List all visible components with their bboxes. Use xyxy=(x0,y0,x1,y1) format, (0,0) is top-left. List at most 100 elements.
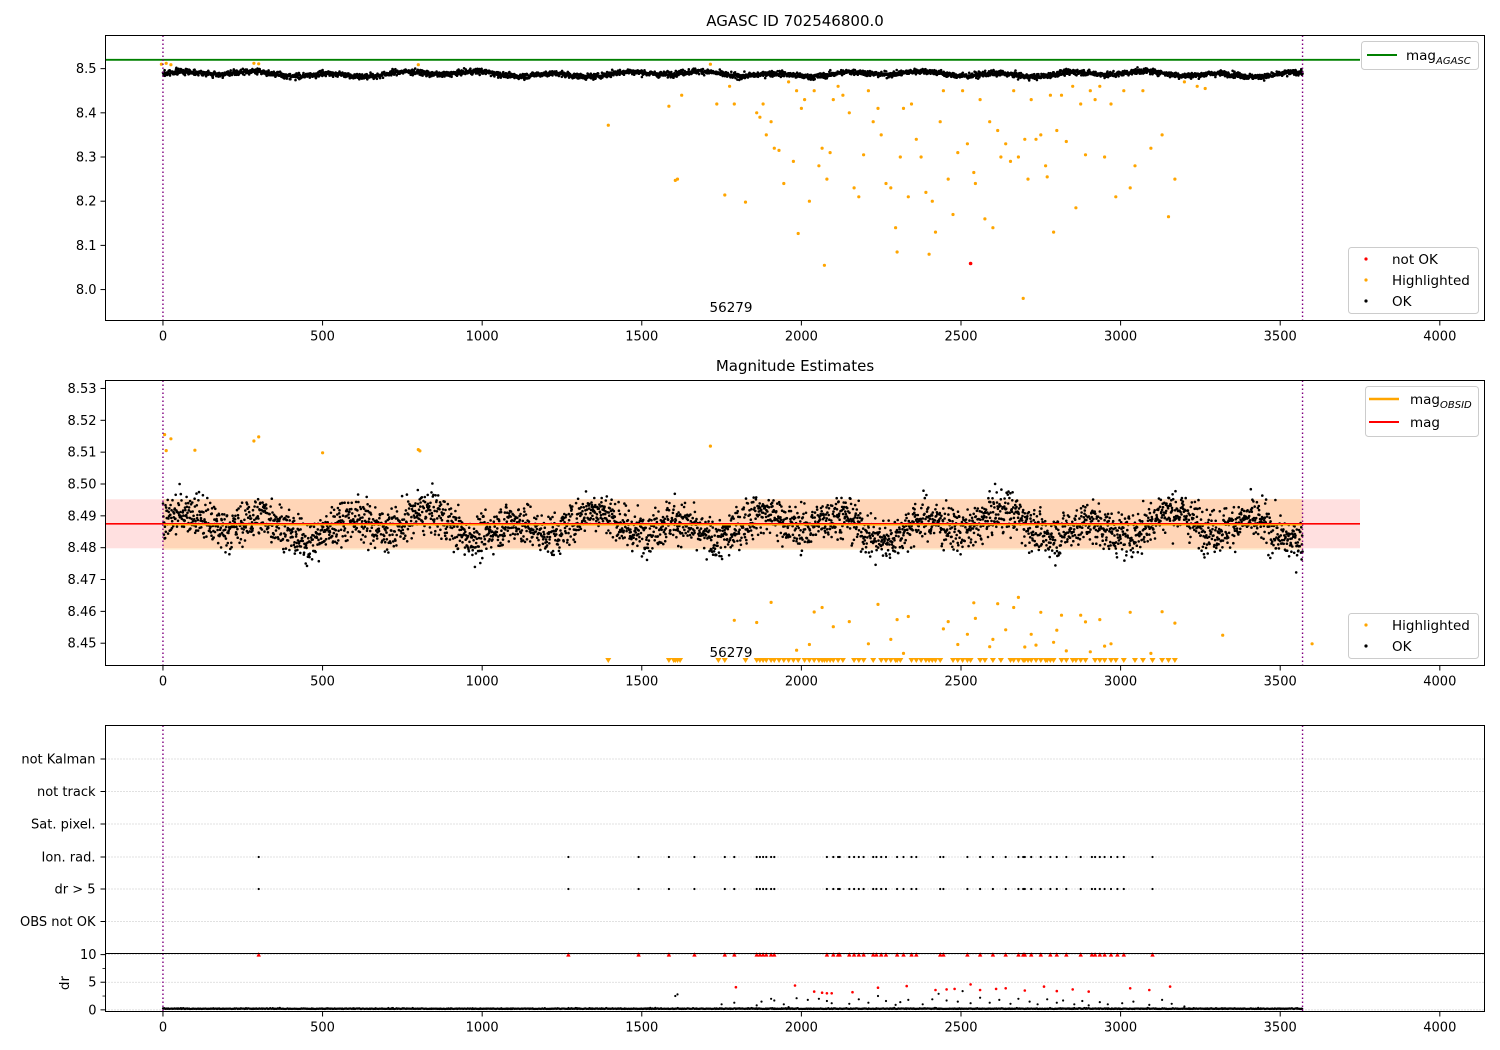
estimates-ok-point xyxy=(354,500,358,504)
agasc-highlighted-point xyxy=(924,190,928,194)
estimates-ok-point xyxy=(187,506,191,509)
estimates-ok-point xyxy=(200,526,203,529)
agasc-ok-point xyxy=(480,67,483,71)
estimates-ok-point xyxy=(365,529,369,533)
estimates-ok-point xyxy=(317,538,320,542)
estimates-ok-point xyxy=(341,514,345,517)
agasc-highlighted-point xyxy=(895,250,899,254)
estimates-ok-point xyxy=(254,501,257,504)
estimates-ok-point xyxy=(241,531,245,534)
estimates-ok-point xyxy=(184,508,187,512)
agasc-highlighted-point xyxy=(1122,89,1126,93)
agasc-x-tick-label: 2500 xyxy=(944,330,977,345)
estimates-ok-point xyxy=(458,539,462,543)
agasc-ok-point xyxy=(697,72,701,76)
estimates-ok-point xyxy=(545,544,549,547)
estimates-ok-point xyxy=(257,532,261,535)
agasc-highlighted-point xyxy=(769,120,773,124)
estimates-ok-point xyxy=(518,518,522,522)
estimates-ok-point xyxy=(249,517,253,520)
estimates-ok-point xyxy=(475,515,479,518)
estimates-ok-point xyxy=(332,508,336,512)
estimates-ok-point xyxy=(365,495,369,499)
estimates-ok-point xyxy=(488,538,491,541)
estimates-ok-point xyxy=(422,533,426,537)
agasc-ok-point xyxy=(806,73,809,76)
estimates-ok-point xyxy=(242,528,245,531)
estimates-ok-point xyxy=(441,508,445,511)
estimates-ok-point xyxy=(435,510,439,513)
agasc-highlighted-point xyxy=(1048,93,1052,97)
estimates-ok-point xyxy=(185,495,188,499)
estimates-ok-point xyxy=(270,497,274,501)
estimates-ok-point xyxy=(252,533,255,537)
estimates-ok-point xyxy=(282,550,286,554)
agasc-ok-point xyxy=(289,77,292,81)
estimates-ok-point xyxy=(528,540,532,543)
agasc-highlighted-point xyxy=(723,193,727,197)
agasc-ok-point xyxy=(939,68,943,72)
agasc-ok-point xyxy=(666,76,670,79)
agasc-ok-point xyxy=(421,74,424,77)
estimates-ok-point xyxy=(230,545,233,549)
estimates-ok-point xyxy=(378,516,381,520)
estimates-ok-point xyxy=(429,517,433,520)
estimates-ok-point xyxy=(479,561,482,565)
estimates-ok-point xyxy=(235,525,238,529)
agasc-highlighted-point xyxy=(1074,206,1078,210)
estimates-ok-point xyxy=(432,493,435,497)
agasc-highlighted-point xyxy=(803,98,807,102)
estimates-ok-point xyxy=(308,552,312,555)
agasc-highlighted-point xyxy=(1026,177,1030,181)
estimates-ok-point xyxy=(407,513,410,516)
agasc-x-tick-label: 4000 xyxy=(1423,330,1456,345)
estimates-ok-point xyxy=(228,552,231,556)
estimates-ok-point xyxy=(347,516,351,520)
estimates-ok-point xyxy=(455,543,459,547)
estimates-ok-point xyxy=(174,493,177,497)
agasc-ok-point xyxy=(1015,71,1018,75)
estimates-ok-point xyxy=(390,529,393,532)
agasc-ok-point xyxy=(267,69,270,72)
agasc-ok-points xyxy=(161,66,1304,82)
estimates-ok-point xyxy=(236,527,239,531)
agasc-highlighted-point xyxy=(1008,159,1013,163)
estimates-ok-point xyxy=(377,527,381,530)
estimates-ok-point xyxy=(284,533,287,537)
estimates-ok-point xyxy=(177,503,181,507)
estimates-ok-point xyxy=(188,499,192,503)
agasc-highlighted-point xyxy=(1093,98,1097,102)
agasc-highlighted-point xyxy=(956,151,960,155)
estimates-ok-point xyxy=(244,526,247,529)
agasc-highlighted-point xyxy=(1071,84,1075,88)
estimates-ok-point xyxy=(558,552,562,555)
estimates-ok-point xyxy=(330,505,334,509)
agasc-highlighted-point xyxy=(983,217,987,221)
estimates-ok-point xyxy=(456,525,459,528)
agasc-ok-point xyxy=(730,70,733,74)
estimates-ok-point xyxy=(385,548,389,551)
estimates-ok-point xyxy=(483,537,487,541)
estimates-ok-point xyxy=(225,544,228,547)
legend-line-main: mag xyxy=(1406,48,1436,64)
agasc-highlighted-point xyxy=(978,98,982,102)
agasc-ok-point xyxy=(829,68,832,72)
estimates-ok-point xyxy=(548,535,552,539)
estimates-ok-point xyxy=(464,530,467,534)
estimates-ok-point xyxy=(391,533,394,536)
estimates-ok-point xyxy=(161,502,165,505)
estimates-ok-point xyxy=(181,509,185,512)
estimates-ok-point xyxy=(174,533,178,536)
agasc-ok-point xyxy=(961,71,965,75)
agasc-highlighted-point xyxy=(772,146,776,150)
estimates-ok-point xyxy=(292,543,296,547)
estimates-ok-point xyxy=(202,510,205,514)
agasc-ok-point xyxy=(1117,74,1120,78)
estimates-ok-point xyxy=(175,525,179,528)
estimates-ok-point xyxy=(269,517,273,520)
estimates-ok-point xyxy=(281,537,285,541)
agasc-ok-point xyxy=(965,73,968,76)
estimates-ok-point xyxy=(480,512,483,515)
estimates-ok-point xyxy=(445,537,448,540)
agasc-highlighted-point xyxy=(1166,215,1171,219)
